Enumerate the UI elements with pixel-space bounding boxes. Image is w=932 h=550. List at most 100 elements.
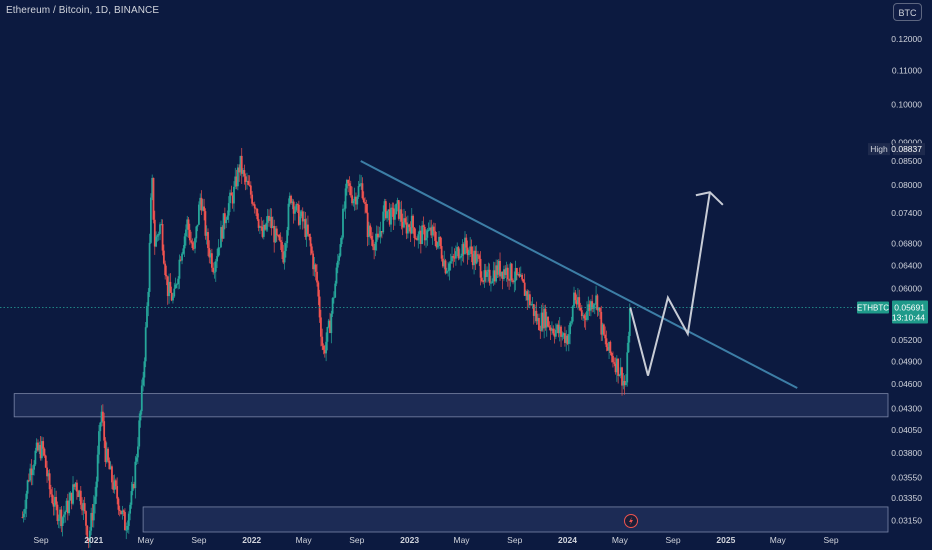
candle-body <box>523 282 526 296</box>
candle-body <box>566 335 569 344</box>
candle-body <box>564 333 566 343</box>
candle-body <box>316 271 318 283</box>
candle-body <box>259 226 261 228</box>
candle-body <box>79 490 82 505</box>
candle-body <box>512 280 514 283</box>
candle-body <box>261 226 264 237</box>
candle-body <box>223 213 226 224</box>
candle-body <box>138 420 141 447</box>
candle-body <box>117 498 120 510</box>
candle-body <box>173 288 176 297</box>
symbol-badge[interactable]: ETHBTC <box>857 304 889 313</box>
candle-body <box>365 203 368 213</box>
candle-body <box>92 504 95 521</box>
candle-body <box>344 188 347 209</box>
candle-body <box>109 466 112 470</box>
candle-body <box>72 484 74 504</box>
y-tick-label: 0.06400 <box>891 260 922 270</box>
candle-body <box>191 242 194 248</box>
candle-body <box>434 231 437 241</box>
candle-body <box>187 219 190 230</box>
candle-body <box>358 183 361 187</box>
candle-body <box>592 304 595 309</box>
candle-body <box>470 246 473 255</box>
candle-body <box>425 237 427 241</box>
candle-body <box>212 267 215 273</box>
candle-body <box>265 222 268 230</box>
candle-body <box>451 256 453 262</box>
candle-body <box>227 203 230 216</box>
y-tick-label: 0.04600 <box>891 379 922 389</box>
candle-body <box>297 204 300 225</box>
candle-body <box>290 195 292 204</box>
candle-body <box>51 494 54 504</box>
candle-body <box>221 227 224 239</box>
candle-body <box>283 251 286 263</box>
candle-body <box>392 208 395 220</box>
candle-body <box>195 226 198 239</box>
y-tick-label: 0.03800 <box>891 448 922 458</box>
candle-body <box>25 493 28 509</box>
candle-body <box>604 334 607 339</box>
candle-body <box>325 341 328 354</box>
candle-body <box>274 228 277 243</box>
candle-body <box>619 367 622 375</box>
candle-body <box>48 473 51 490</box>
candle-body <box>551 328 553 331</box>
candle-body <box>406 224 409 234</box>
currency-button[interactable]: BTC <box>893 3 922 21</box>
candle-body <box>278 235 281 241</box>
candle-body <box>605 338 608 348</box>
candle-body <box>296 204 299 205</box>
candle-body <box>518 274 521 277</box>
candle-body <box>621 367 623 386</box>
x-tick-label: May <box>453 535 470 545</box>
candle-body <box>111 466 113 483</box>
candle-body <box>528 294 531 306</box>
candle-body <box>505 267 508 275</box>
candle-body <box>612 355 614 363</box>
candle-body <box>499 260 501 277</box>
candle-body <box>399 209 401 219</box>
candle-body <box>353 196 356 201</box>
candle-body <box>76 482 78 492</box>
candle-body <box>40 441 43 459</box>
candle-body <box>586 311 588 320</box>
candle-body <box>596 295 599 311</box>
candle-body <box>387 209 390 212</box>
candle-body <box>386 211 389 219</box>
candle-body <box>439 236 442 247</box>
resistance-trendline[interactable] <box>360 160 798 389</box>
candle-body <box>143 361 146 378</box>
candle-body <box>300 211 303 217</box>
candle-body <box>484 270 487 277</box>
candle-body <box>597 307 600 311</box>
candle-body <box>384 201 387 219</box>
candle-body <box>105 448 108 463</box>
candle-body <box>543 308 546 329</box>
candle-body <box>321 336 324 346</box>
candle-body <box>379 231 382 237</box>
candle-body <box>570 321 573 323</box>
candle-body <box>179 259 182 261</box>
candle-body <box>305 224 308 237</box>
candle-body <box>313 264 316 270</box>
projection-path[interactable] <box>629 192 711 376</box>
candle-body <box>514 268 517 281</box>
candle-body <box>458 257 461 259</box>
candle-body <box>490 282 492 284</box>
candle-body <box>369 225 372 236</box>
candle-body <box>148 242 151 292</box>
candle-body <box>52 503 55 507</box>
x-tick-label: Sep <box>666 535 681 545</box>
last-price-value: 0.05691 <box>894 303 925 313</box>
candle-body <box>43 448 46 456</box>
candle-body <box>208 248 211 258</box>
lightning-icon[interactable] <box>624 514 638 528</box>
candle-body <box>284 243 287 252</box>
candle-body <box>146 306 148 328</box>
high-value: 0.08837 <box>891 144 922 154</box>
candle-body <box>217 247 220 257</box>
